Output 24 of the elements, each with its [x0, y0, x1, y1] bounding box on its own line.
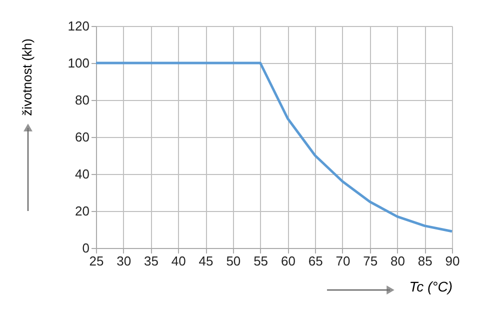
x-tick-label: 55	[254, 254, 268, 268]
x-tick-label: 35	[144, 254, 159, 268]
y-tick-label: 40	[75, 166, 90, 182]
y-axis-title: životnost (kh)	[20, 38, 34, 116]
x-tick-label: 70	[336, 254, 350, 268]
x-tick-label: 30	[116, 254, 132, 268]
line-series	[94, 62, 454, 233]
x-tick-label: 75	[363, 254, 378, 268]
x-tick-label: 45	[198, 254, 214, 268]
x-tick-label: 60	[280, 254, 296, 268]
y-tick-label: 60	[75, 130, 90, 144]
y-tick-label: 20	[75, 204, 90, 218]
x-tick-label: 25	[89, 254, 104, 268]
x-axis-title: Tc (°C)	[409, 278, 452, 294]
x-tick-label: 85	[418, 254, 432, 268]
x-tick-label: 80	[390, 254, 405, 268]
x-tick-label: 65	[308, 254, 323, 268]
x-tick-label: 50	[226, 254, 241, 268]
x-tick-label: 40	[171, 254, 186, 268]
y-tick-label: 80	[75, 92, 90, 108]
y-tick-label: 0	[82, 240, 90, 256]
x-tick-label: 90	[445, 254, 460, 268]
y-tick-label: 100	[68, 56, 90, 70]
y-tick-label: 120	[68, 18, 90, 34]
